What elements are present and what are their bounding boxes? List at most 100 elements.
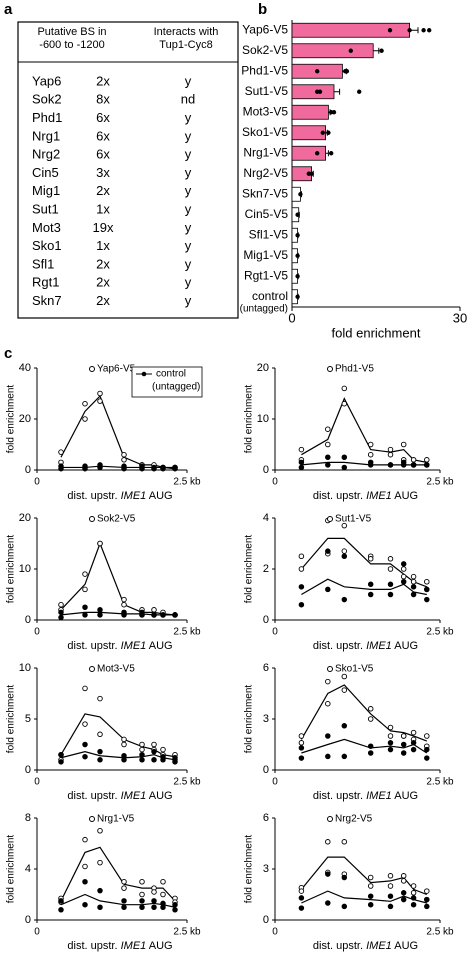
control-dot <box>121 752 127 759</box>
bar <box>291 84 335 100</box>
x-axis-label-part: AUG <box>146 490 172 502</box>
x-tick-label: 2.5 kb <box>173 477 201 488</box>
control-dot <box>400 459 407 466</box>
x-tick-label: 0 <box>272 627 278 638</box>
tagged-dot <box>400 873 407 879</box>
table-cell: 2x <box>96 183 110 198</box>
x-tick-label: 0 <box>34 777 40 788</box>
tagged-dot <box>410 573 417 580</box>
tagged-dot <box>424 888 430 894</box>
tagged-dot <box>139 891 145 898</box>
x-tick-label: 0 <box>272 777 278 788</box>
legend-label: Nrg1-V5 <box>97 814 135 825</box>
tagged-dot <box>160 891 166 898</box>
control-dot <box>82 879 88 885</box>
replicate-dot <box>357 89 362 94</box>
table-cell: y <box>185 147 192 162</box>
control-dot <box>400 741 407 748</box>
tagged-dot <box>151 607 157 613</box>
control-dot <box>341 723 348 729</box>
tagged-dot <box>121 736 127 743</box>
tagged-dot <box>424 457 430 463</box>
x-axis-label-part: IME1 <box>366 790 392 802</box>
table-frame <box>17 21 239 319</box>
tagged-dot <box>121 451 127 458</box>
table-cell: 2x <box>96 275 110 290</box>
table-cell: 1x <box>96 238 110 253</box>
mean-line <box>300 684 428 742</box>
replicate-dot <box>348 48 353 53</box>
y-tick-label: 0 <box>263 614 269 626</box>
y-tick-label: 3 <box>263 863 269 875</box>
table-cell: 6x <box>96 128 110 143</box>
legend-label: Sok2-V5 <box>97 514 136 525</box>
y-axis-label: fold enrichment <box>6 685 17 754</box>
category-label: Yap6-V5 <box>242 22 288 36</box>
tagged-dot <box>82 836 88 843</box>
x-tick-label: 2.5 kb <box>426 927 454 938</box>
legend-marker <box>327 816 333 822</box>
control-dot <box>298 459 305 466</box>
table-cell: y <box>185 202 192 217</box>
table-cell: Phd1 <box>32 110 62 125</box>
legend-label: Yap6-V5 <box>97 364 136 375</box>
control-dot <box>298 584 305 590</box>
table-cell: 3x <box>96 165 110 180</box>
y-tick-label: 0 <box>25 614 31 626</box>
tagged-dot <box>325 441 331 448</box>
replicate-dot <box>315 151 320 156</box>
control-dot <box>341 874 348 881</box>
control-dot <box>387 893 394 899</box>
tagged-dot <box>387 446 394 453</box>
table-cell: Sut1 <box>32 202 59 217</box>
control-dot <box>400 890 407 896</box>
tagged-dot <box>424 733 430 739</box>
legend-label: control <box>156 369 186 380</box>
tagged-dot <box>325 839 331 845</box>
table-cell: 2x <box>96 73 110 88</box>
control-dot <box>367 581 374 588</box>
y-axis-label: fold enrichment <box>244 385 255 454</box>
table-cell: nd <box>181 92 195 107</box>
category-label: Cin5-V5 <box>245 207 289 221</box>
table-cell: y <box>185 275 192 290</box>
y-tick-label: 6 <box>263 662 269 674</box>
legend-marker <box>327 366 333 372</box>
tagged-dot <box>82 863 88 870</box>
table-cell: Sfl1 <box>32 256 54 271</box>
x-axis-label-part: AUG <box>146 940 172 952</box>
x-tick-label: 0 <box>34 927 40 938</box>
y-tick-label: 20 <box>19 413 31 425</box>
category-label: Mot3-V5 <box>243 104 289 118</box>
bar <box>291 145 326 161</box>
mean-line <box>60 751 176 761</box>
x-tick-label: 0 <box>272 927 278 938</box>
control-dot <box>387 903 394 910</box>
control-dot <box>151 898 157 904</box>
y-tick-label: 0 <box>25 914 31 926</box>
control-dot <box>151 612 157 618</box>
legend-marker <box>89 366 95 372</box>
mean-line <box>60 713 176 758</box>
tagged-dot <box>58 601 64 608</box>
replicate-dot <box>309 171 314 176</box>
replicate-dot <box>295 212 300 217</box>
control-dot <box>139 757 145 763</box>
bar <box>291 104 329 120</box>
control-dot <box>82 604 88 611</box>
bar <box>291 125 326 141</box>
tagged-dot <box>82 571 88 577</box>
table-cell: Sko1 <box>32 238 62 253</box>
control-dot <box>410 740 417 746</box>
control-dot <box>172 464 178 471</box>
legend-label: Sut1-V5 <box>335 514 372 525</box>
control-dot <box>172 755 178 761</box>
tagged-dot <box>151 889 157 895</box>
tagged-dot <box>341 522 348 529</box>
tagged-dot <box>97 828 103 834</box>
mean-line <box>300 856 428 896</box>
tagged-dot <box>97 731 103 738</box>
control-dot <box>82 901 88 908</box>
mean-line <box>301 397 427 463</box>
tagged-dot <box>298 446 305 453</box>
